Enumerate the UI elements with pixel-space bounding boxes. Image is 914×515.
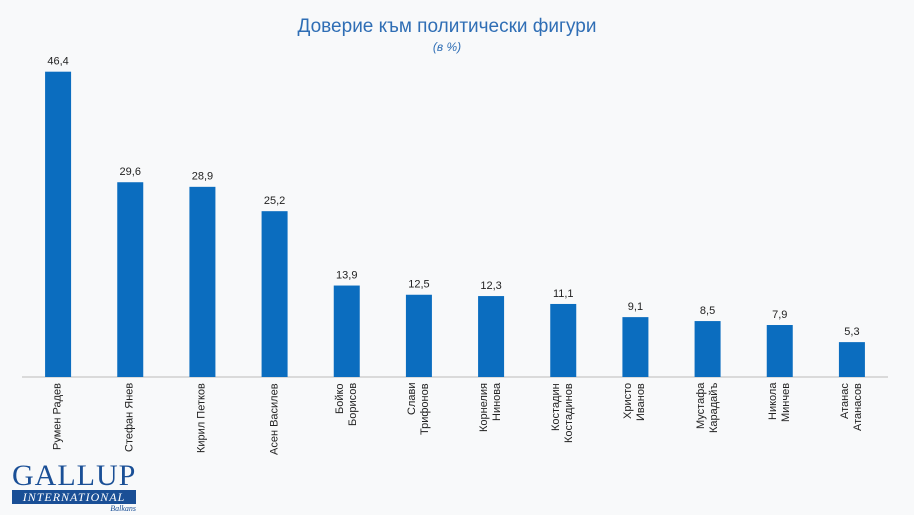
bar — [694, 321, 721, 377]
bar — [261, 211, 288, 377]
x-tick-label: Никола Минчев — [766, 383, 792, 423]
logo-subname: INTERNATIONAL — [12, 490, 136, 504]
value-label: 5,3 — [844, 326, 859, 338]
x-tick-label: Стефан Янев — [123, 383, 136, 453]
bar — [838, 342, 865, 377]
bar — [550, 303, 577, 377]
value-label: 28,9 — [192, 171, 213, 183]
x-tick-label: Мустафа Карадайъ — [694, 383, 720, 434]
logo-region: Balkans — [110, 504, 136, 513]
x-tick-label: Асен Василев — [268, 383, 281, 455]
value-label: 12,5 — [408, 279, 429, 291]
value-label: 25,2 — [264, 195, 285, 207]
x-tick-label: Бойко Борисов — [333, 383, 359, 427]
x-tick-label: Христо Иванов — [622, 383, 648, 421]
x-tick-label: Атанас Атанасов — [838, 383, 864, 431]
value-label: 8,5 — [700, 305, 715, 317]
bar — [622, 317, 649, 377]
value-label: 46,4 — [47, 56, 68, 68]
chart-title: Доверие към политически фигури — [298, 16, 597, 37]
value-label: 29,6 — [120, 166, 141, 178]
bar — [117, 182, 144, 377]
logo: GALLUP INTERNATIONAL Balkans — [12, 459, 137, 513]
bar — [189, 186, 216, 377]
bar — [478, 296, 505, 377]
value-label: 9,1 — [628, 301, 643, 313]
bar — [405, 294, 432, 377]
x-tick-label: Кирил Петков — [195, 383, 208, 453]
value-label: 12,3 — [480, 280, 501, 292]
x-tick-label: Слави Трифонов — [405, 383, 431, 435]
x-tick-label: Румен Радев — [51, 383, 64, 450]
value-label: 13,9 — [336, 269, 357, 281]
bar — [333, 285, 360, 377]
x-tick-label: Костадин Костадинов — [550, 383, 576, 443]
bar — [45, 71, 72, 378]
logo-name: GALLUP — [12, 459, 137, 492]
chart-subtitle: (в %) — [433, 40, 461, 54]
value-label: 7,9 — [772, 309, 787, 321]
x-tick-label: Корнелия Нинова — [478, 383, 504, 432]
value-label: 11,1 — [553, 288, 574, 300]
bar — [766, 325, 793, 377]
